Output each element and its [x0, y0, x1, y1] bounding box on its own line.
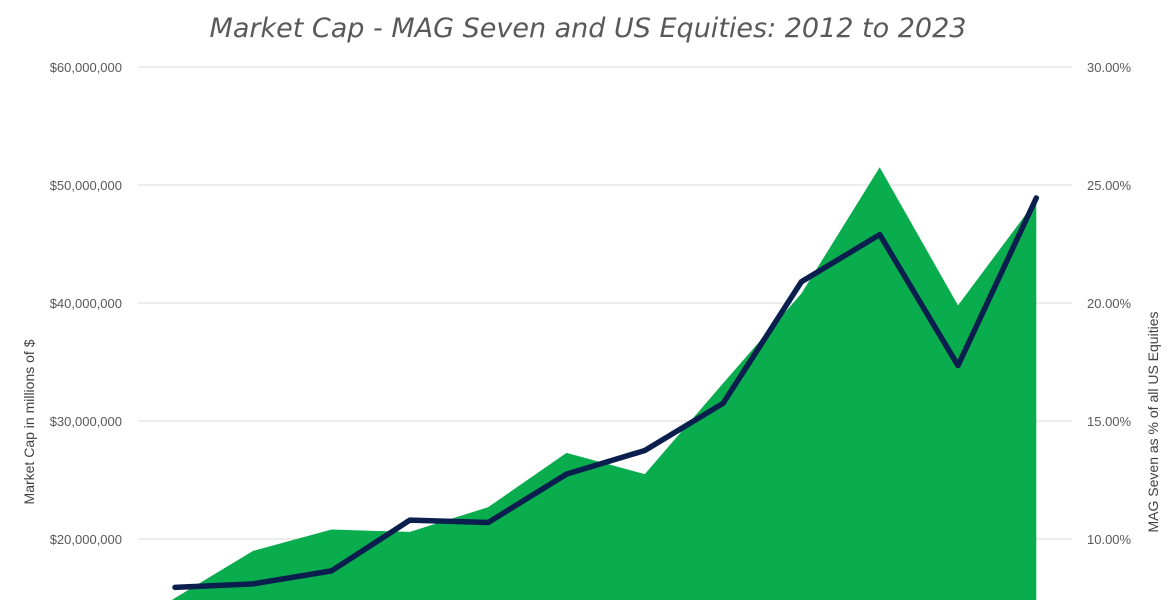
right-tick-label: 20.00% — [1087, 296, 1132, 311]
market-cap-area — [172, 167, 1037, 600]
chart-title: Market Cap - MAG Seven and US Equities: … — [210, 13, 967, 44]
series-area-layer — [172, 167, 1037, 600]
left-tick-label: $40,000,000 — [50, 296, 122, 311]
mag-seven-share-line — [172, 195, 1040, 591]
left-axis-title: Market Cap in millions of $ — [21, 339, 37, 504]
left-axis-tick-labels: $20,000,000 $30,000,000 $40,000,000 $50,000… — [50, 60, 122, 547]
left-tick-label: $60,000,000 — [50, 60, 122, 75]
series-line-layer — [172, 195, 1040, 591]
right-axis-tick-labels: 10.00% 15.00% 20.00% 25.00% 30.00% — [1087, 60, 1132, 547]
right-tick-label: 15.00% — [1087, 414, 1132, 429]
right-tick-label: 10.00% — [1087, 532, 1132, 547]
left-tick-label: $50,000,000 — [50, 178, 122, 193]
right-tick-label: 30.00% — [1087, 60, 1132, 75]
right-tick-label: 25.00% — [1087, 178, 1132, 193]
left-tick-label: $20,000,000 — [50, 532, 122, 547]
left-tick-label: $30,000,000 — [50, 414, 122, 429]
right-axis-title: MAG Seven as % of all US Equities — [1145, 312, 1161, 533]
